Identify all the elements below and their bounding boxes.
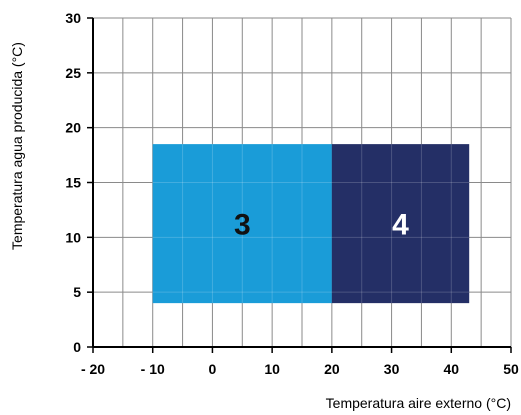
y-tick-label: 30 xyxy=(65,10,81,26)
y-tick-label: 15 xyxy=(65,175,81,191)
zone-4-label: 4 xyxy=(392,209,409,242)
zone-4-area xyxy=(331,144,470,304)
y-tick-label: 10 xyxy=(65,229,81,245)
x-tick-label: 40 xyxy=(443,361,459,377)
axes xyxy=(87,17,512,353)
zone-3-area xyxy=(152,144,332,304)
x-tick-label: - 20 xyxy=(81,361,105,377)
x-tick-label: - 10 xyxy=(141,361,165,377)
y-tick-label: 0 xyxy=(73,339,81,355)
x-tick-label: 20 xyxy=(324,361,340,377)
zone-3-label: 3 xyxy=(234,209,251,242)
x-tick-label: 0 xyxy=(209,361,217,377)
x-axis-label: Temperatura aire externo (°C) xyxy=(326,395,511,411)
x-tick-label: 10 xyxy=(264,361,280,377)
tick-labels: - 20 - 10 0 10 20 30 40 50 0 5 10 15 20 25 30 xyxy=(65,10,519,377)
y-tick-label: 25 xyxy=(65,65,81,81)
y-axis-label: Temperatura agua producida (°C) xyxy=(9,42,25,250)
y-tick-label: 20 xyxy=(65,120,81,136)
x-tick-label: 30 xyxy=(384,361,400,377)
x-tick-label: 50 xyxy=(503,361,519,377)
y-tick-label: 5 xyxy=(73,284,81,300)
